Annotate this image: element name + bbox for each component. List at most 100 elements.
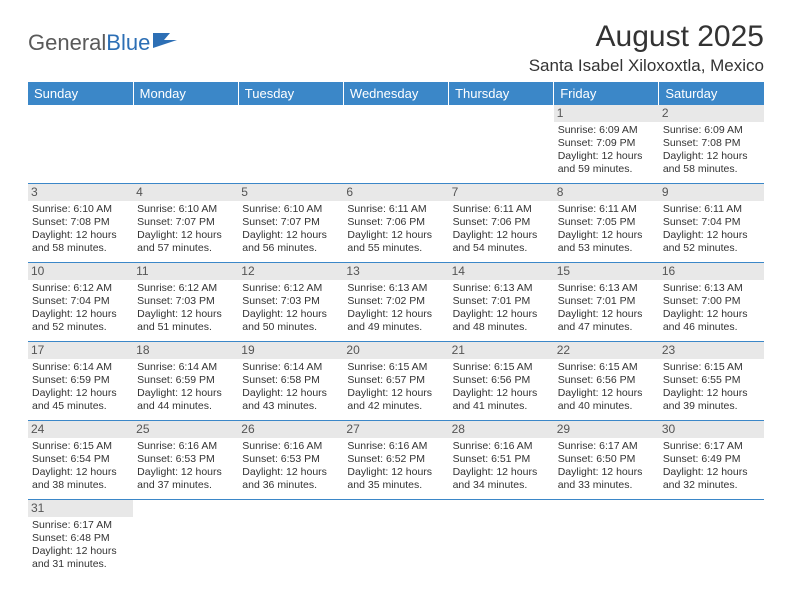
day-details: Sunrise: 6:16 AMSunset: 6:51 PMDaylight:…	[453, 440, 550, 493]
logo: GeneralBlue	[28, 30, 178, 56]
daylight-text: Daylight: 12 hours and 35 minutes.	[347, 466, 444, 492]
daylight-text: Daylight: 12 hours and 38 minutes.	[32, 466, 129, 492]
daylight-text: Daylight: 12 hours and 51 minutes.	[137, 308, 234, 334]
sunset-text: Sunset: 7:04 PM	[32, 295, 129, 308]
calendar-row: 24Sunrise: 6:15 AMSunset: 6:54 PMDayligh…	[28, 421, 764, 500]
sunset-text: Sunset: 7:02 PM	[347, 295, 444, 308]
calendar-cell	[659, 500, 764, 579]
day-header: Saturday	[659, 82, 764, 105]
day-details: Sunrise: 6:16 AMSunset: 6:53 PMDaylight:…	[137, 440, 234, 493]
day-details: Sunrise: 6:10 AMSunset: 7:07 PMDaylight:…	[242, 203, 339, 256]
calendar-cell: 27Sunrise: 6:16 AMSunset: 6:52 PMDayligh…	[343, 421, 448, 500]
calendar-cell: 26Sunrise: 6:16 AMSunset: 6:53 PMDayligh…	[238, 421, 343, 500]
calendar-cell: 14Sunrise: 6:13 AMSunset: 7:01 PMDayligh…	[449, 263, 554, 342]
calendar-cell: 28Sunrise: 6:16 AMSunset: 6:51 PMDayligh…	[449, 421, 554, 500]
sunset-text: Sunset: 6:54 PM	[32, 453, 129, 466]
sunset-text: Sunset: 7:05 PM	[558, 216, 655, 229]
calendar-table: Sunday Monday Tuesday Wednesday Thursday…	[28, 82, 764, 578]
calendar-cell	[28, 105, 133, 184]
day-number: 25	[133, 421, 238, 438]
sunrise-text: Sunrise: 6:10 AM	[242, 203, 339, 216]
daylight-text: Daylight: 12 hours and 52 minutes.	[32, 308, 129, 334]
calendar-cell: 25 Sunrise: 6:16 AMSunset: 6:53 PMDayligh…	[133, 421, 238, 500]
day-number: 6	[343, 184, 448, 201]
daylight-text: Daylight: 12 hours and 36 minutes.	[242, 466, 339, 492]
day-number: 17	[28, 342, 133, 359]
day-number: 10	[28, 263, 133, 280]
calendar-cell: 29Sunrise: 6:17 AMSunset: 6:50 PMDayligh…	[554, 421, 659, 500]
sunrise-text: Sunrise: 6:13 AM	[558, 282, 655, 295]
daylight-text: Daylight: 12 hours and 57 minutes.	[137, 229, 234, 255]
day-number: 4	[133, 184, 238, 201]
daylight-text: Daylight: 12 hours and 41 minutes.	[453, 387, 550, 413]
sunset-text: Sunset: 6:49 PM	[663, 453, 760, 466]
calendar-cell	[133, 105, 238, 184]
calendar-cell: 22Sunrise: 6:15 AMSunset: 6:56 PMDayligh…	[554, 342, 659, 421]
day-details: Sunrise: 6:12 AMSunset: 7:03 PMDaylight:…	[137, 282, 234, 335]
calendar-cell: 12Sunrise: 6:12 AMSunset: 7:03 PMDayligh…	[238, 263, 343, 342]
calendar-cell: 20Sunrise: 6:15 AMSunset: 6:57 PMDayligh…	[343, 342, 448, 421]
calendar-cell: 1Sunrise: 6:09 AMSunset: 7:09 PMDaylight…	[554, 105, 659, 184]
daylight-text: Daylight: 12 hours and 46 minutes.	[663, 308, 760, 334]
day-details: Sunrise: 6:15 AMSunset: 6:55 PMDaylight:…	[663, 361, 760, 414]
sunrise-text: Sunrise: 6:15 AM	[347, 361, 444, 374]
daylight-text: Daylight: 12 hours and 31 minutes.	[32, 545, 129, 571]
daylight-text: Daylight: 12 hours and 37 minutes.	[137, 466, 234, 492]
daylight-text: Daylight: 12 hours and 49 minutes.	[347, 308, 444, 334]
day-details: Sunrise: 6:14 AMSunset: 6:59 PMDaylight:…	[32, 361, 129, 414]
calendar-cell: 16Sunrise: 6:13 AMSunset: 7:00 PMDayligh…	[659, 263, 764, 342]
calendar-cell: 7Sunrise: 6:11 AMSunset: 7:06 PMDaylight…	[449, 184, 554, 263]
day-details: Sunrise: 6:11 AMSunset: 7:04 PMDaylight:…	[663, 203, 760, 256]
day-details: Sunrise: 6:13 AMSunset: 7:00 PMDaylight:…	[663, 282, 760, 335]
title-block: August 2025 Santa Isabel Xiloxoxtla, Mex…	[529, 20, 764, 76]
sunrise-text: Sunrise: 6:12 AM	[32, 282, 129, 295]
calendar-cell	[343, 500, 448, 579]
calendar-cell	[133, 500, 238, 579]
day-header: Thursday	[449, 82, 554, 105]
day-number: 20	[343, 342, 448, 359]
day-number: 26	[238, 421, 343, 438]
day-details: Sunrise: 6:10 AMSunset: 7:07 PMDaylight:…	[137, 203, 234, 256]
sunset-text: Sunset: 6:59 PM	[32, 374, 129, 387]
day-number: 7	[449, 184, 554, 201]
calendar-row: 1Sunrise: 6:09 AMSunset: 7:09 PMDaylight…	[28, 105, 764, 184]
day-number: 8	[554, 184, 659, 201]
daylight-text: Daylight: 12 hours and 59 minutes.	[558, 150, 655, 176]
logo-flag-icon	[152, 30, 178, 56]
sunset-text: Sunset: 7:07 PM	[242, 216, 339, 229]
sunset-text: Sunset: 6:56 PM	[453, 374, 550, 387]
sunrise-text: Sunrise: 6:16 AM	[453, 440, 550, 453]
sunrise-text: Sunrise: 6:12 AM	[242, 282, 339, 295]
sunrise-text: Sunrise: 6:16 AM	[347, 440, 444, 453]
calendar-cell: 15Sunrise: 6:13 AMSunset: 7:01 PMDayligh…	[554, 263, 659, 342]
day-details: Sunrise: 6:16 AMSunset: 6:52 PMDaylight:…	[347, 440, 444, 493]
day-number: 23	[659, 342, 764, 359]
sunrise-text: Sunrise: 6:15 AM	[663, 361, 760, 374]
day-header: Friday	[554, 82, 659, 105]
day-details: Sunrise: 6:15 AMSunset: 6:56 PMDaylight:…	[558, 361, 655, 414]
calendar-cell: 5Sunrise: 6:10 AMSunset: 7:07 PMDaylight…	[238, 184, 343, 263]
day-number: 1	[554, 105, 659, 122]
sunrise-text: Sunrise: 6:12 AM	[137, 282, 234, 295]
sunset-text: Sunset: 7:08 PM	[32, 216, 129, 229]
day-number: 24	[28, 421, 133, 438]
daylight-text: Daylight: 12 hours and 45 minutes.	[32, 387, 129, 413]
day-details: Sunrise: 6:12 AMSunset: 7:03 PMDaylight:…	[242, 282, 339, 335]
sunset-text: Sunset: 7:08 PM	[663, 137, 760, 150]
sunrise-text: Sunrise: 6:15 AM	[32, 440, 129, 453]
day-details: Sunrise: 6:15 AMSunset: 6:56 PMDaylight:…	[453, 361, 550, 414]
calendar-cell: 4 Sunrise: 6:10 AMSunset: 7:07 PMDaylight…	[133, 184, 238, 263]
calendar-cell: 24 Sunrise: 6:15 AMSunset: 6:54 PMDayligh…	[28, 421, 133, 500]
daylight-text: Daylight: 12 hours and 33 minutes.	[558, 466, 655, 492]
calendar-cell	[449, 105, 554, 184]
calendar-cell: 31Sunrise: 6:17 AMSunset: 6:48 PMDayligh…	[28, 500, 133, 579]
sunset-text: Sunset: 7:06 PM	[347, 216, 444, 229]
sunrise-text: Sunrise: 6:14 AM	[242, 361, 339, 374]
day-number: 13	[343, 263, 448, 280]
sunset-text: Sunset: 6:51 PM	[453, 453, 550, 466]
sunrise-text: Sunrise: 6:17 AM	[663, 440, 760, 453]
sunset-text: Sunset: 7:06 PM	[453, 216, 550, 229]
day-number: 9	[659, 184, 764, 201]
sunrise-text: Sunrise: 6:15 AM	[558, 361, 655, 374]
calendar-cell: 8Sunrise: 6:11 AMSunset: 7:05 PMDaylight…	[554, 184, 659, 263]
